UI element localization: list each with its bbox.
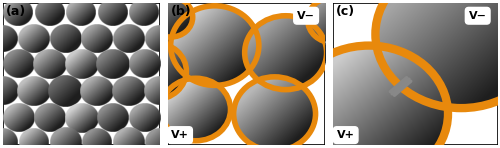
FancyBboxPatch shape bbox=[168, 3, 325, 145]
Text: (a): (a) bbox=[6, 5, 26, 18]
Text: V+: V+ bbox=[337, 130, 354, 140]
Text: (b): (b) bbox=[170, 5, 192, 18]
FancyBboxPatch shape bbox=[2, 3, 160, 145]
Text: (c): (c) bbox=[336, 5, 355, 18]
Text: V−: V− bbox=[297, 11, 315, 21]
Text: V+: V+ bbox=[171, 130, 189, 140]
Text: V−: V− bbox=[468, 11, 486, 21]
FancyBboxPatch shape bbox=[332, 3, 498, 145]
